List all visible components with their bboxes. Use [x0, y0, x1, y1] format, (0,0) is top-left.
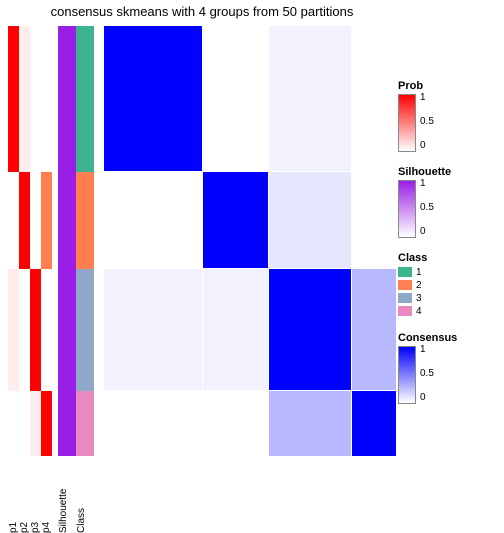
legend-class: Class1234 [398, 252, 500, 318]
axis-label: p4 [41, 522, 52, 533]
track-p2 [19, 26, 30, 456]
track-p1 [8, 26, 19, 456]
page-title: consensus skmeans with 4 groups from 50 … [0, 4, 404, 19]
axis-label: p3 [30, 522, 41, 533]
chart-area [8, 26, 396, 456]
legend-prob: Prob10.50 [398, 80, 500, 152]
track-Class [76, 26, 94, 456]
legend-silhouette: Silhouette10.50 [398, 166, 500, 238]
axis-label: p2 [19, 522, 30, 533]
axis-label: p1 [8, 522, 19, 533]
axis-label: Silhouette [58, 515, 69, 533]
axis-label: Class [76, 515, 87, 533]
track-Silhouette [58, 26, 76, 456]
track-p4 [41, 26, 52, 456]
track-p3 [30, 26, 41, 456]
legend-consensus: Consensus10.50 [398, 332, 500, 404]
